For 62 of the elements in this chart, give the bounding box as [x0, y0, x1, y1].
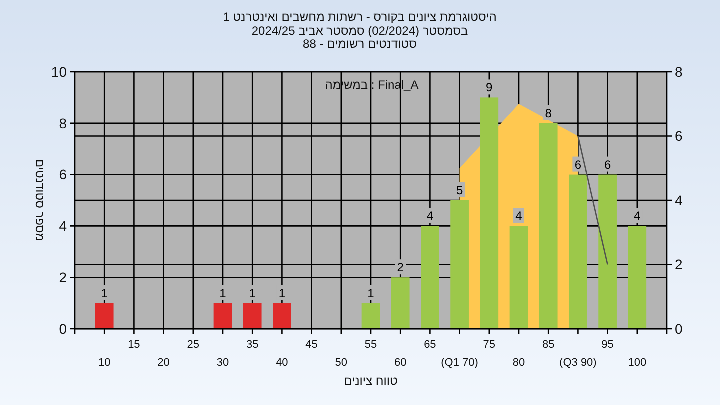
chart-title: היסטוגרמת ציונים בקורס - רשתות מחשבים ואינטרנט 1 [223, 10, 497, 24]
x-tick-label: 85 [542, 339, 555, 351]
bar [95, 303, 114, 329]
y-tick-label: 6 [59, 166, 68, 183]
x-tick-label: (Q3 90) [560, 357, 597, 369]
data-label: 2 [397, 260, 404, 275]
data-label: 1 [278, 286, 286, 300]
bar [628, 226, 647, 329]
data-label: 9 [486, 80, 494, 95]
data-label: 4 [426, 209, 434, 224]
x-tick-label: 95 [602, 339, 614, 351]
x-tick-label: 20 [158, 357, 170, 369]
bar [510, 226, 528, 329]
x-axis-title: טווח ציונים [344, 374, 398, 388]
y-axis-title: מספר סטודנטים [33, 159, 47, 242]
x-tick-label: 55 [364, 339, 378, 351]
y-tick-label: 4 [59, 218, 68, 234]
x-tick-label: 45 [306, 339, 318, 351]
x-tick-label: 40 [276, 357, 288, 369]
bar [214, 303, 232, 329]
x-tick-label: 50 [335, 357, 348, 369]
data-label: 1 [220, 286, 227, 300]
x-tick-label: 25 [187, 339, 200, 351]
data-label: 6 [604, 158, 612, 172]
y-tick-label: 8 [59, 115, 68, 132]
bar [362, 303, 380, 329]
y-tick-label: 2 [59, 270, 68, 286]
bar [569, 174, 588, 329]
bar [539, 123, 558, 329]
y2-tick-label: 0 [675, 320, 683, 337]
y-tick-label: 0 [59, 320, 68, 337]
chart-subtitle: בסמסטר (02/2024) סמסטר אביב 2024/25 סטודנטים רשומים - 88 [252, 24, 468, 51]
x-tick-label: (Q1 70) [441, 357, 478, 369]
y2-tick-label: 8 [675, 64, 683, 80]
data-label: 1 [368, 286, 375, 300]
x-tick-label: 100 [628, 357, 647, 369]
x-tick-label: 35 [246, 339, 259, 351]
data-label: 1 [249, 286, 256, 300]
bar [273, 303, 292, 329]
y-tick-label: 10 [51, 64, 68, 80]
bar [480, 98, 499, 329]
bar [391, 278, 410, 329]
data-label: 1 [101, 286, 108, 300]
bar [421, 226, 440, 329]
data-label: 5 [456, 184, 464, 198]
bar [243, 303, 262, 329]
x-tick-label: 60 [394, 357, 407, 369]
bar [450, 200, 469, 329]
y2-tick-label: 4 [675, 192, 683, 208]
y2-tick-label: 2 [675, 256, 683, 273]
data-label: 4 [516, 209, 523, 224]
y2-tick-label: 6 [675, 128, 683, 144]
x-tick-label: 75 [483, 339, 496, 351]
x-tick-label: 10 [98, 357, 111, 369]
bar [598, 174, 617, 329]
x-tick-label: 65 [424, 339, 436, 351]
data-label: 8 [545, 106, 552, 120]
data-label: 4 [634, 209, 642, 224]
x-tick-label: 15 [128, 339, 140, 351]
x-tick-label: 80 [512, 357, 526, 369]
x-tick-label: 30 [216, 357, 230, 369]
data-label: 6 [574, 158, 582, 172]
